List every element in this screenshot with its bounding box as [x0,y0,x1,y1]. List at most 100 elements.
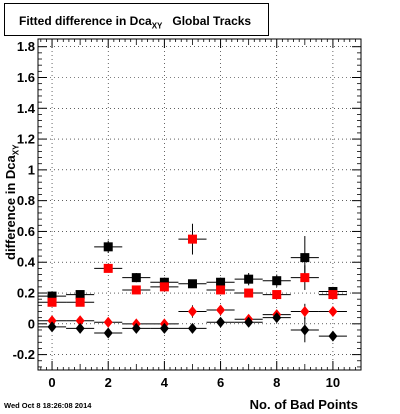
diamond-marker [300,305,310,317]
diamond-marker [300,324,310,336]
data-point [206,277,235,287]
data-point [262,290,291,300]
data-point [38,321,67,333]
y-tick-label: 0.8 [17,193,35,208]
diamond-marker [216,316,226,328]
data-point [290,303,319,320]
data-point [122,285,151,295]
data-point [318,330,347,342]
data-point [206,285,235,295]
y-tick-label: 1.4 [17,101,36,116]
data-point [38,315,67,327]
data-point [318,305,347,317]
data-point [94,240,123,253]
square-marker [244,288,254,298]
y-axis-label-subscript: XY [11,144,21,156]
y-tick-label: 1 [28,162,35,177]
square-marker [75,297,85,307]
data-point [206,304,235,316]
timestamp: Wed Oct 8 18:26:08 2014 [4,401,92,410]
data-point [122,322,151,334]
x-tick-label: 0 [48,375,55,390]
title-suffix: Global Tracks [172,14,252,28]
square-marker [216,285,226,295]
data-point [290,317,319,343]
data-point [206,316,235,328]
data-point [38,297,67,307]
square-marker [75,290,85,300]
diamond-marker [47,321,57,333]
data-point [66,315,95,327]
diamond-marker [159,322,169,334]
square-marker [131,285,141,295]
square-marker [47,291,57,301]
diamond-marker [103,327,113,339]
square-marker [103,263,113,273]
square-marker [131,273,141,283]
square-marker [187,234,197,244]
y-tick-label: 0.4 [17,255,36,270]
square-marker [328,290,338,300]
data-point [318,289,347,300]
square-marker [47,297,57,307]
data-point [234,273,263,286]
y-tick-label: 1.6 [17,70,35,85]
x-tick-label: 6 [217,375,224,390]
y-tick-label: 0.6 [17,224,35,239]
data-point [66,322,95,334]
diamond-marker [103,316,113,328]
diamond-marker [131,322,141,334]
square-marker [244,274,254,284]
y-tick-label: 1.2 [17,132,35,147]
data-point [178,305,207,318]
x-tick-label: 2 [105,375,112,390]
diamond-marker [47,315,57,327]
diamond-marker [75,322,85,334]
square-marker [216,277,226,287]
diamond-marker [75,315,85,327]
x-tick-label: 4 [161,375,169,390]
data-point [150,282,179,292]
y-axis-label-text: difference in Dca [3,155,18,260]
plot-frame [37,38,362,371]
data-point [38,291,67,301]
diamond-marker [187,305,197,317]
diamond-marker [328,305,338,317]
square-marker [300,273,310,283]
data-point [178,279,207,289]
diamond-marker [328,330,338,342]
diamond-marker [272,312,282,324]
y-tick-label: 0 [28,316,35,331]
square-marker [187,279,197,289]
data-point [262,312,291,324]
diamond-marker [187,322,197,334]
data-point [290,265,319,290]
title-box: Fitted difference in DcaXY Global Tracks [4,3,269,36]
data-point [262,274,291,287]
square-marker [159,282,169,292]
y-axis-label: difference in DcaXY [3,145,21,260]
diamond-marker [244,316,254,328]
data-point [234,288,263,298]
data-point [150,322,179,334]
data-point [178,223,207,255]
data-point [94,263,123,273]
series-3 [38,312,347,343]
title-prefix: Fitted difference in Dca [19,14,152,28]
y-tick-label: 1.8 [17,39,35,54]
data-point [94,327,123,339]
y-tick-label: 0.2 [17,286,35,301]
square-marker [272,276,282,286]
x-axis-label: No. of Bad Points [249,397,358,412]
data-point [122,273,151,283]
x-tick-label: 8 [273,375,280,390]
square-marker [272,290,282,300]
data-point [66,290,95,300]
title-subscript: XY [151,21,163,31]
data-point [234,316,263,328]
tick-layer: 0 2 4 6 8 10 -0.2 0 0.2 0.4 0.6 0.8 1 1.2 1.4 1.6 1.8 [13,39,362,390]
square-marker [103,242,113,252]
y-tick-label: -0.2 [13,347,35,362]
data-point [178,322,207,334]
